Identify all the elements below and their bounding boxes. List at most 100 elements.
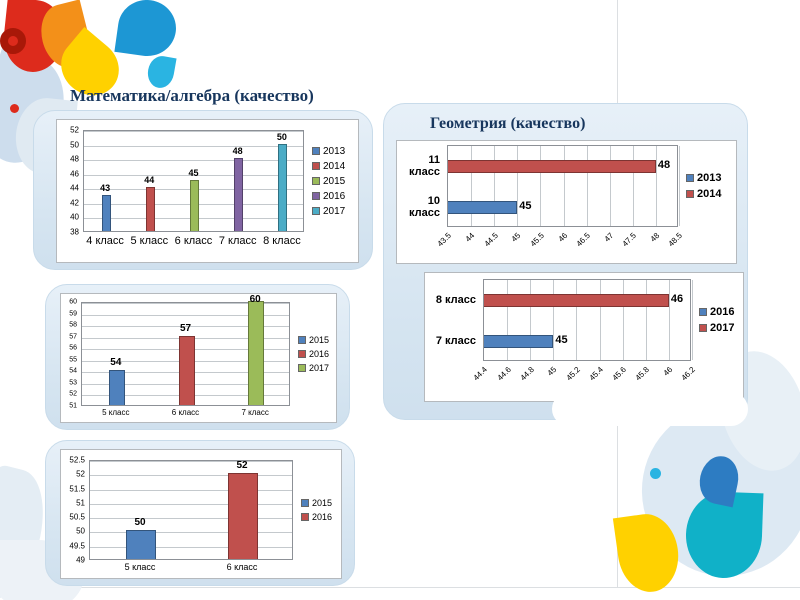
x-category-label: 8 класс (263, 235, 301, 247)
bar-11 класс (448, 160, 656, 173)
gridline (82, 326, 289, 328)
x-axis-tick-label: 48 (648, 231, 662, 244)
bar-8 класс (278, 143, 288, 231)
legend-label: 2017 (309, 363, 330, 373)
gridline (679, 146, 680, 226)
chart-math-by-class: 38 40 42 44 46 48 50 52 43 4 класс 44 5 класс 45 6 кл… (56, 119, 359, 263)
legend-label: 2015 (309, 335, 330, 345)
gridline (563, 146, 565, 226)
legend-label: 2016 (312, 512, 333, 522)
chart-legend: 2015 2016 2017 (298, 333, 329, 375)
y-axis-tick-label: 51.5 (69, 484, 85, 494)
x-category-label: 5 класс (124, 562, 156, 572)
bar-value-label: 52 (236, 460, 248, 472)
x-axis-tick-label: 44.8 (518, 365, 536, 383)
bar-value-label: 57 (179, 322, 192, 334)
gridline (90, 518, 292, 520)
category-label: 7 класс (435, 334, 476, 347)
legend-label: 2017 (323, 205, 346, 217)
gridline (90, 546, 292, 548)
decorative-petal (145, 53, 177, 91)
x-axis-tick-label: 46.5 (574, 231, 592, 249)
bar-7 класс (234, 158, 244, 231)
legend-swatch (312, 177, 320, 185)
gridline (90, 503, 292, 505)
legend-swatch (312, 192, 320, 200)
bar-value-label: 45 (188, 168, 199, 178)
x-axis-tick-label: 45 (546, 365, 559, 378)
legend-swatch (301, 499, 309, 507)
y-axis-tick-label: 51 (69, 402, 77, 410)
x-axis-tick-label: 46.2 (679, 365, 698, 383)
panel-math-5-6: 49 49.5 50 50.5 51 51.5 52 52.5 50 5 класс 52 6 кла… (45, 440, 355, 586)
legend-item: 2015 (298, 333, 329, 347)
gridline (609, 146, 611, 226)
gridline (84, 174, 303, 176)
x-axis-tick-label: 44.4 (471, 365, 490, 383)
plot-area (483, 279, 693, 361)
y-axis-tick-label: 51 (76, 498, 85, 508)
legend-swatch (298, 336, 306, 344)
y-axis-tick-label: 52 (69, 390, 77, 398)
legend-item: 2017 (699, 320, 734, 336)
x-axis-tick-label: 45.8 (633, 365, 652, 383)
y-axis-tick-label: 49.5 (69, 541, 85, 551)
y-axis-tick-label: 38 (70, 227, 79, 237)
panel-math-5-7: 51 52 53 54 55 56 57 58 59 60 54 5 класс 57 6 класс 60… (45, 284, 350, 430)
legend-item: 2016 (312, 189, 345, 204)
chart-legend: 2016 2017 (699, 304, 734, 336)
bar-6 класс (228, 473, 258, 559)
bar-8 класс (484, 294, 669, 307)
gridline (599, 280, 601, 360)
gridline (517, 146, 519, 226)
gridline (576, 280, 578, 360)
bar-value-label: 48 (232, 146, 243, 157)
y-axis-tick-label: 58 (69, 321, 77, 329)
bar-7 класс (248, 301, 265, 405)
bar-value-label: 45 (555, 334, 568, 346)
legend-label: 2016 (323, 190, 346, 202)
y-axis-tick-label: 57 (69, 333, 77, 341)
legend-label: 2014 (697, 188, 722, 200)
legend-label: 2013 (323, 145, 346, 157)
y-axis-tick-label: 50.5 (69, 512, 85, 522)
gridline (632, 146, 634, 226)
legend-label: 2017 (710, 322, 735, 334)
legend-swatch (686, 190, 694, 198)
legend-item: 2017 (312, 204, 345, 219)
gridline (622, 280, 624, 360)
gridline (82, 303, 289, 304)
legend-item: 2015 (301, 496, 332, 510)
gridline (84, 145, 303, 147)
gridline (494, 146, 496, 226)
gridline (530, 280, 532, 360)
legend-item: 2016 (301, 510, 332, 524)
y-axis-tick-label: 56 (69, 344, 77, 352)
y-axis-tick-label: 42 (70, 198, 79, 208)
legend-swatch (298, 364, 306, 372)
legend-label: 2016 (309, 349, 330, 359)
bar-value-label: 43 (100, 182, 111, 193)
legend-swatch (312, 207, 320, 215)
gridline (540, 146, 542, 226)
y-axis-tick-label: 44 (70, 183, 79, 193)
y-axis-tick-label: 53 (69, 379, 77, 387)
legend-item: 2013 (686, 170, 721, 186)
x-axis-tick-label: 45.6 (610, 365, 629, 383)
chart-geometry-classes-7-8: 44.4 44.6 44.8 45 45.2 45.4 45.6 45.8 46 46.2 46 8 … (424, 272, 744, 402)
panel-geometry: Геометрия (качество) 43.5 44 44.5 45 45.5 46 4… (383, 103, 748, 420)
x-category-label: 7 класс (241, 408, 269, 417)
gridline (471, 146, 473, 226)
y-axis-tick-label: 50 (76, 526, 85, 536)
legend-label: 2015 (312, 498, 333, 508)
gridline (553, 280, 555, 360)
chart-math-classes-5-6: 49 49.5 50 50.5 51 51.5 52 52.5 50 5 класс 52 6 кла… (60, 449, 342, 579)
slide-frame-horizontal-line (0, 587, 800, 588)
bar-5 класс (126, 530, 156, 559)
bar-4 класс (101, 194, 111, 231)
chart-legend: 2013 2014 (686, 170, 721, 202)
plot-area (447, 145, 680, 227)
gridline (90, 532, 292, 534)
x-axis-tick-label: 46 (556, 231, 569, 244)
legend-swatch (686, 174, 694, 182)
